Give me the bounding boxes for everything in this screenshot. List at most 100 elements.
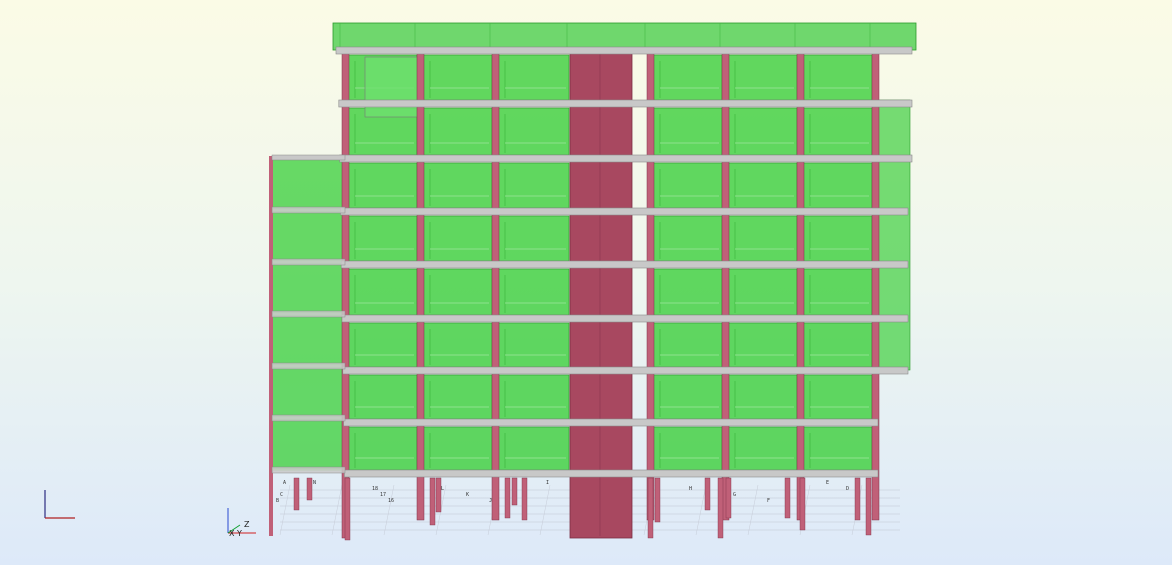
glazing-panel — [652, 374, 723, 420]
right-wing-glazing — [874, 99, 911, 371]
axis-gizmo-icon — [44, 490, 75, 519]
floor-slab[interactable] — [343, 418, 879, 427]
small-axis-gizmo-icon: Z X Y — [227, 508, 256, 538]
glazing-panel — [422, 268, 493, 316]
column[interactable] — [521, 477, 528, 521]
floor-slab[interactable] — [340, 207, 909, 216]
column[interactable] — [854, 477, 861, 521]
column[interactable] — [341, 49, 350, 539]
glazing-panel — [422, 54, 493, 101]
grid-axis-label: D — [846, 486, 849, 492]
floor-slab-left-wing[interactable] — [271, 466, 346, 474]
glazing-panel — [727, 374, 798, 420]
column[interactable] — [504, 477, 511, 519]
floor-slab-left-wing[interactable] — [271, 362, 346, 370]
column[interactable] — [865, 477, 872, 536]
glazing-panel — [497, 268, 570, 316]
floor-slab-left-wing[interactable] — [271, 258, 346, 266]
glazing-panel — [497, 162, 570, 209]
floor-slab[interactable] — [338, 99, 913, 108]
glazing-panel — [652, 268, 723, 316]
glazing-panel — [652, 322, 723, 368]
floor-slab-left-wing[interactable] — [271, 414, 346, 422]
grid-line — [747, 484, 759, 536]
glazing-panel — [497, 215, 570, 262]
core-wall-shaft[interactable] — [569, 49, 633, 539]
glazing-panel — [727, 162, 798, 209]
axis-label-x: X — [229, 529, 235, 538]
floor-slabs[interactable] — [271, 46, 913, 478]
grid-axis-label: B — [276, 498, 279, 504]
grid-line — [279, 484, 291, 536]
upper-left-box — [364, 56, 421, 118]
column[interactable] — [784, 477, 791, 519]
column[interactable] — [416, 49, 425, 521]
glazing-panel — [497, 107, 570, 156]
glazing-panel — [422, 162, 493, 209]
grid-axis-label: 16 — [388, 498, 394, 504]
column[interactable] — [704, 477, 711, 511]
grid-axis-label: F — [767, 498, 770, 504]
column[interactable] — [293, 477, 300, 511]
core-wall[interactable] — [569, 49, 633, 539]
glazing-panel — [422, 374, 493, 420]
glazing-panel — [652, 215, 723, 262]
glazing-panel — [347, 162, 418, 209]
floor-slab-left-wing[interactable] — [271, 310, 346, 318]
glazing-panel — [497, 374, 570, 420]
column[interactable] — [647, 477, 654, 539]
floor-slab[interactable] — [341, 314, 909, 323]
column[interactable] — [344, 477, 351, 541]
column[interactable] — [725, 477, 732, 519]
column[interactable] — [721, 49, 730, 521]
glazing-panel — [802, 426, 873, 471]
floor-slab-left-wing[interactable] — [271, 206, 346, 214]
columns[interactable] — [269, 49, 880, 541]
column[interactable] — [306, 477, 313, 501]
column[interactable] — [435, 477, 442, 513]
glazing-panel — [422, 426, 493, 471]
floor-slab[interactable] — [340, 260, 909, 269]
column[interactable] — [799, 477, 806, 531]
column[interactable] — [717, 477, 724, 539]
floor-slab[interactable] — [339, 154, 913, 163]
glazing-panel — [422, 322, 493, 368]
floor-slab-left-wing[interactable] — [271, 154, 346, 161]
column[interactable] — [871, 49, 880, 521]
floor-slab[interactable] — [335, 46, 913, 55]
glazing-panel — [727, 215, 798, 262]
column-left-edge[interactable] — [269, 156, 273, 536]
glazing-panel — [347, 374, 418, 420]
glazing-panel — [652, 54, 723, 101]
grid-line — [383, 484, 395, 536]
glazing-panel — [727, 322, 798, 368]
grid-axis-label: N — [313, 480, 316, 486]
column[interactable] — [646, 49, 655, 521]
floor-slab[interactable] — [344, 469, 879, 478]
grid-axis-label: L — [441, 486, 444, 492]
glazing-panel — [652, 162, 723, 209]
column[interactable] — [429, 477, 436, 526]
glazing-panel — [652, 426, 723, 471]
column[interactable] — [654, 477, 661, 523]
glazing-panel — [802, 322, 873, 368]
floor-slab[interactable] — [342, 366, 909, 375]
glazing-panel — [422, 107, 493, 156]
glazing-panel — [727, 268, 798, 316]
glazing-panel — [347, 322, 418, 368]
axis-label-y: Y — [236, 529, 242, 538]
grid-axis-label: 17 — [380, 492, 386, 498]
column[interactable] — [491, 49, 500, 521]
grid-line — [539, 484, 551, 536]
column[interactable] — [796, 49, 805, 521]
column[interactable] — [511, 477, 518, 506]
glazing-panel — [652, 107, 723, 156]
glazed-walls — [269, 22, 917, 471]
roof-glazing — [332, 22, 917, 51]
glazing-panel — [422, 215, 493, 262]
glazing-panel — [347, 215, 418, 262]
glazing-panel — [497, 54, 570, 101]
